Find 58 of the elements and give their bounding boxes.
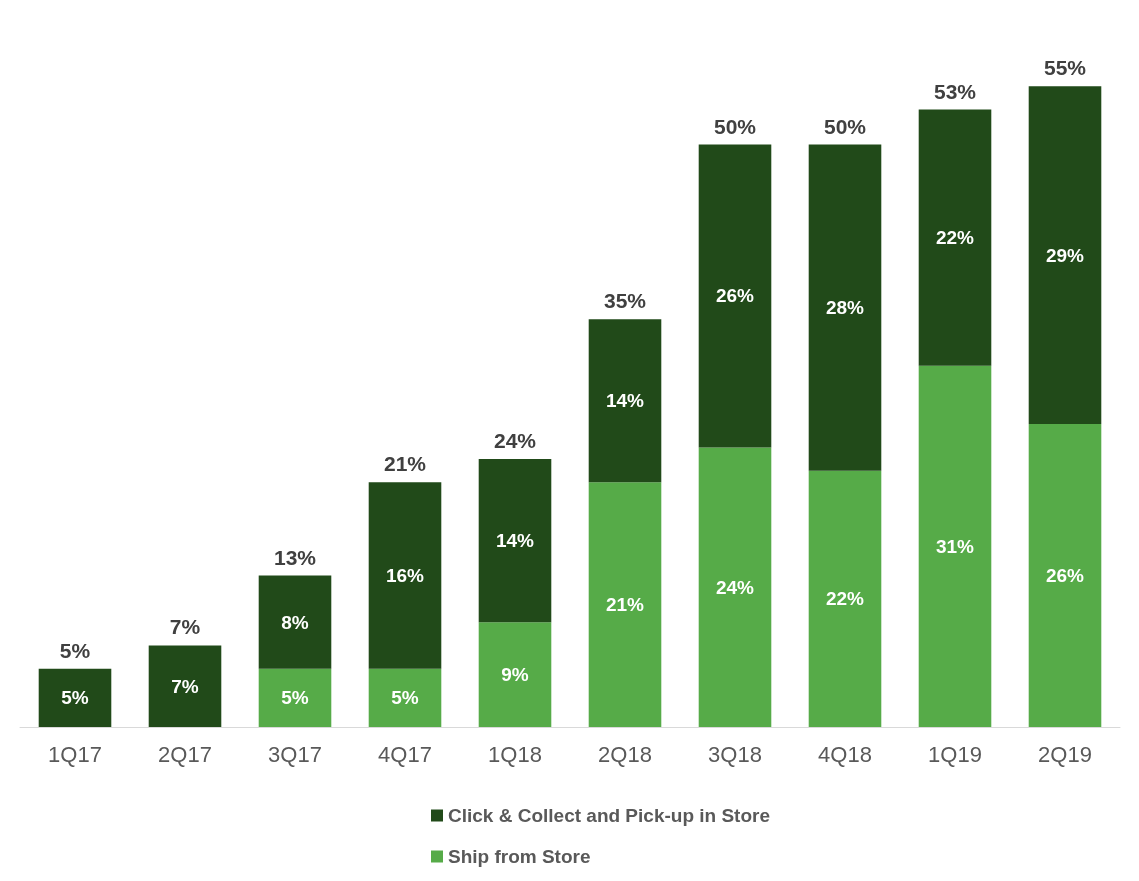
bar — [478, 459, 552, 623]
data-label: 29% — [1045, 244, 1085, 266]
data-label: 14% — [495, 530, 535, 552]
total-label: 50% — [823, 114, 867, 138]
data-label: 26% — [1045, 565, 1085, 587]
data-label: 28% — [825, 297, 865, 319]
legend-label: Ship from Store — [448, 846, 591, 867]
data-label: 8% — [281, 611, 309, 633]
total-label: 7% — [169, 615, 201, 639]
x-tick-label: 4Q17 — [378, 741, 432, 767]
data-label: 22% — [935, 227, 975, 249]
total-label: 13% — [273, 545, 317, 569]
bar — [588, 482, 662, 727]
data-label: 5% — [61, 687, 89, 709]
data-label: 7% — [171, 675, 199, 697]
data-label: 9% — [501, 664, 529, 686]
bar — [808, 144, 882, 471]
total-label: 50% — [713, 114, 757, 138]
bar — [258, 575, 332, 669]
data-label: 24% — [715, 576, 755, 598]
x-tick-label: 1Q18 — [488, 741, 542, 767]
total-label: 53% — [933, 79, 977, 103]
data-label: 5% — [391, 687, 419, 709]
bar — [588, 319, 662, 483]
data-label: 26% — [715, 285, 755, 307]
data-label: 22% — [825, 588, 865, 610]
bar — [368, 482, 442, 669]
legend-label: Click & Collect and Pick-up in Store — [448, 805, 771, 826]
data-label: 21% — [605, 594, 645, 616]
bar — [38, 668, 112, 727]
bar — [918, 109, 992, 366]
data-label: 5% — [281, 687, 309, 709]
total-label: 21% — [383, 452, 427, 476]
total-label: 55% — [1043, 56, 1087, 80]
x-tick-label: 4Q18 — [818, 741, 872, 767]
bar — [1028, 424, 1102, 727]
x-tick-label: 3Q17 — [268, 741, 322, 767]
x-tick-label: 3Q18 — [708, 741, 762, 767]
total-label: 24% — [493, 429, 537, 453]
bar — [478, 622, 552, 727]
total-label: 35% — [603, 289, 647, 313]
bar — [368, 668, 442, 727]
bar — [258, 668, 332, 727]
x-tick-label: 2Q19 — [1038, 741, 1092, 767]
bar — [918, 365, 992, 727]
bar — [698, 144, 772, 448]
x-tick-label: 1Q17 — [48, 741, 102, 767]
data-label: 14% — [605, 390, 645, 412]
bar — [1028, 86, 1102, 425]
bar — [148, 645, 222, 727]
data-label: 16% — [385, 565, 425, 587]
x-tick-label: 2Q17 — [158, 741, 212, 767]
bar — [808, 470, 882, 727]
total-label: 5% — [59, 638, 91, 662]
data-label: 31% — [935, 535, 975, 557]
bar — [698, 447, 772, 727]
x-tick-label: 1Q19 — [928, 741, 982, 767]
x-tick-label: 2Q18 — [598, 741, 652, 767]
